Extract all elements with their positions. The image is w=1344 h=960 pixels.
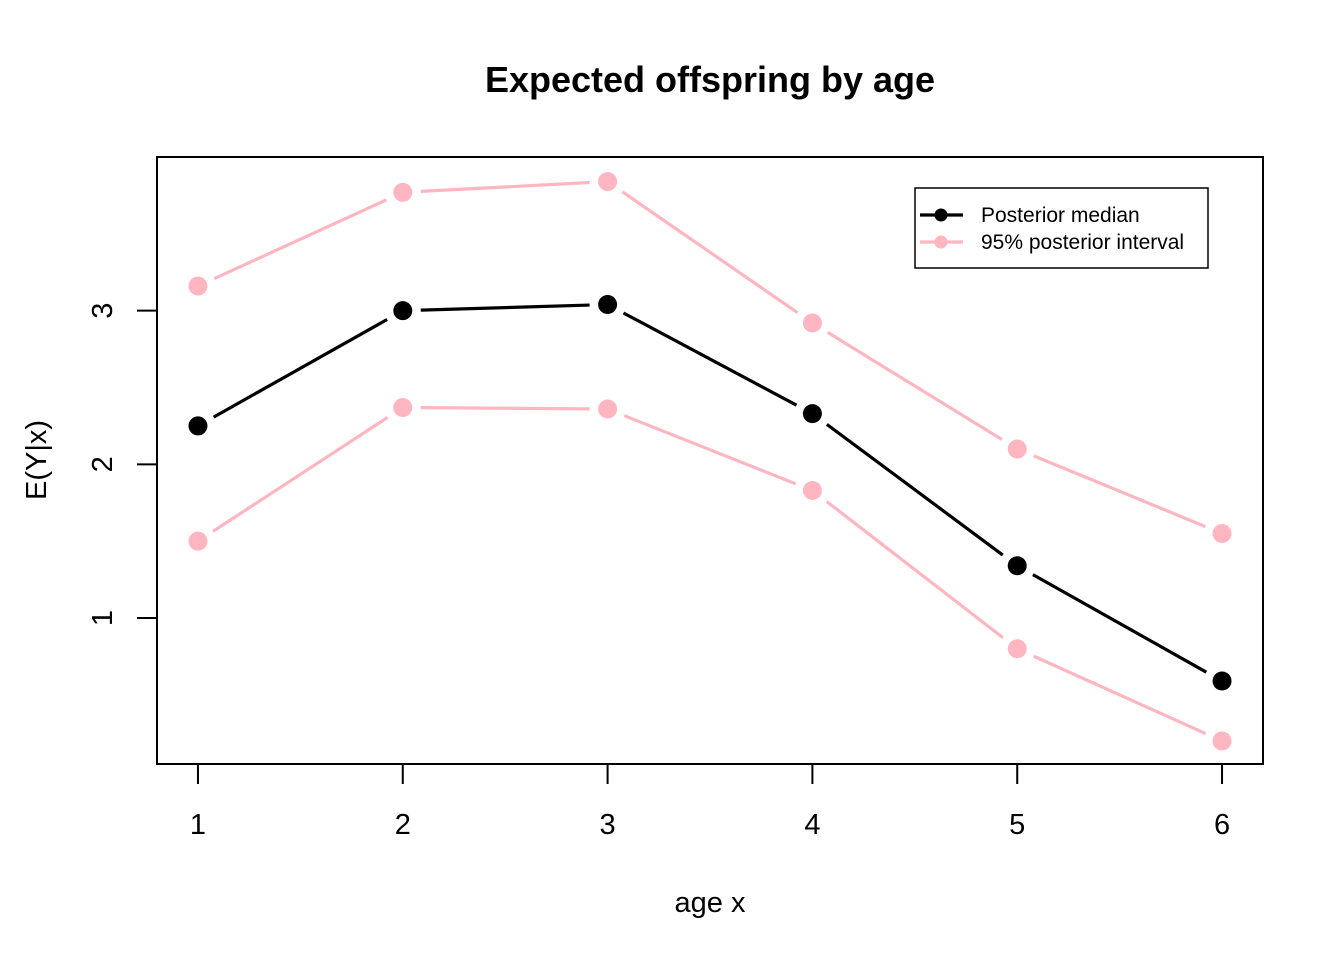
legend-label: 95% posterior interval [981,231,1184,254]
series-upper-point [802,313,822,333]
x-tick-label: 5 [1009,809,1025,841]
series-lower-point [802,480,822,500]
series-lower [188,397,1232,751]
x-tick-label: 3 [600,809,616,841]
legend: Posterior median 95% posterior interval [914,187,1209,269]
x-tick-label: 1 [190,809,206,841]
series-lower-point [393,397,413,417]
series-layer [188,172,1232,751]
x-tick-label: 6 [1214,809,1230,841]
series-lower-segment [825,500,1004,640]
legend-marker [934,235,948,249]
series-median [188,295,1232,691]
series-upper-segment [420,180,590,193]
series-median-segment [622,311,798,407]
series-upper-point [1007,439,1027,459]
plot-frame [156,156,1264,765]
y-axis: 1 2 3 [87,303,157,626]
series-median-point [393,301,413,321]
y-tick-label: 1 [87,610,119,626]
series-lower-segment [1032,654,1207,736]
series-lower-point [1007,639,1027,659]
series-upper-segment [1033,454,1207,529]
legend-box [914,187,1209,269]
series-median-point [1212,671,1232,691]
series-upper-point [393,182,413,202]
series-median-segment [420,303,590,312]
series-median-segment [212,318,388,419]
x-axis: 1 2 3 4 5 6 [190,764,1230,841]
y-axis-label: E(Y|x) [21,420,53,500]
series-median-point [598,295,618,315]
x-axis-label: age x [675,887,746,919]
y-tick-label: 3 [87,303,119,319]
series-upper-segment [826,331,1003,441]
series-median-point [802,404,822,424]
series-median-segment [825,423,1004,557]
x-tick-label: 2 [395,809,411,841]
series-median-point [188,416,208,436]
series-upper [188,172,1232,543]
legend-marker [934,208,948,222]
series-lower-point [598,399,618,419]
series-median-point [1007,556,1027,576]
series-lower-point [188,531,208,551]
y-tick-label: 2 [87,456,119,472]
x-tick-label: 4 [804,809,820,841]
series-upper-point [188,276,208,296]
series-lower-segment [623,414,797,486]
series-upper-point [1212,523,1232,543]
legend-label: Posterior median [981,204,1140,227]
legend-entry: 95% posterior interval [920,231,1184,254]
series-lower-point [1212,731,1232,751]
series-upper-point [598,172,618,192]
chart-title: Expected offspring by age [485,59,935,100]
series-lower-segment [212,415,389,533]
series-lower-segment [420,406,590,411]
series-median-segment [1032,573,1208,674]
series-upper-segment [213,198,388,281]
legend-entry: Posterior median [920,204,1140,227]
series-upper-segment [621,190,799,315]
